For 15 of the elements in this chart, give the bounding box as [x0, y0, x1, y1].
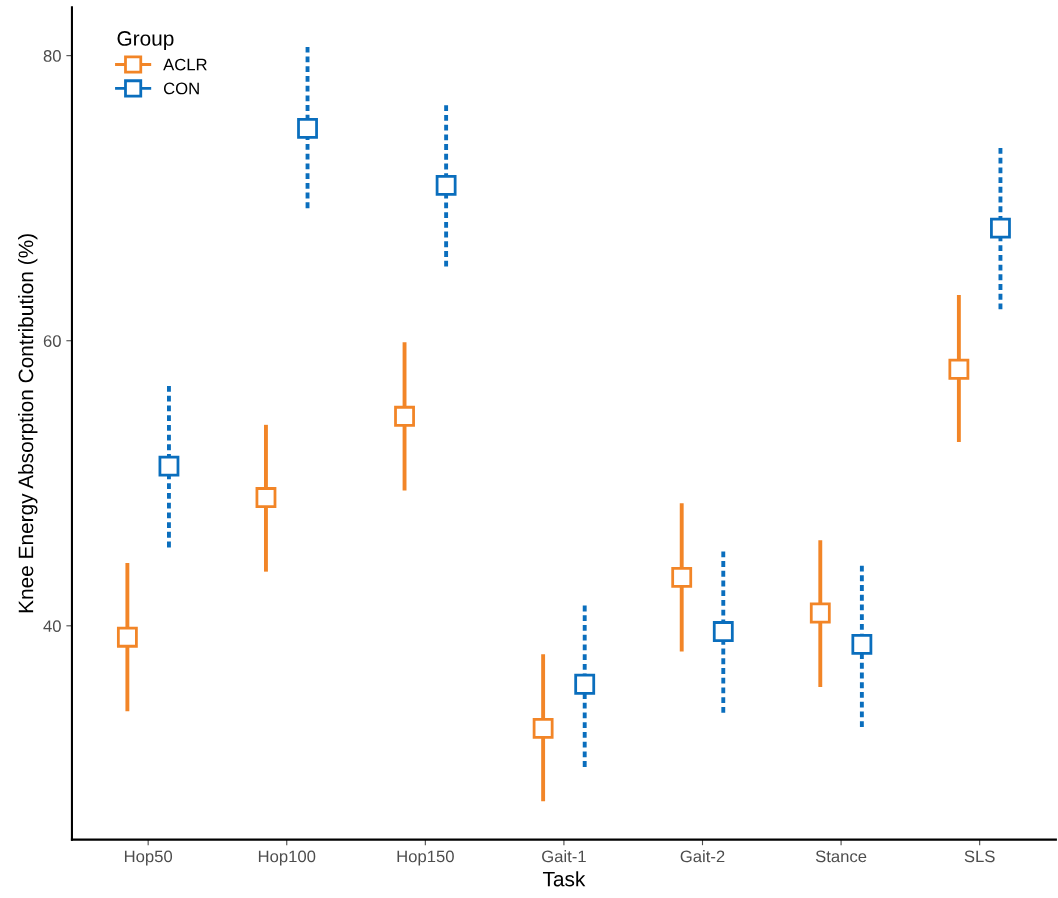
legend-label: ACLR — [163, 58, 207, 71]
x-tick-label: Stance — [815, 850, 867, 863]
y-tick-label: 80 — [43, 50, 61, 62]
x-tick-label: Hop100 — [258, 850, 316, 866]
y-tick-label: 40 — [43, 620, 61, 633]
x-tick-label: SLS — [964, 850, 995, 863]
y-axis-title: Knee Energy Absorption Contribution (%) — [18, 234, 38, 613]
legend-title: Group — [117, 31, 174, 50]
x-tick-label: Gait-2 — [680, 850, 725, 863]
x-axis-title: Task — [542, 871, 586, 887]
x-tick-label: Gait-1 — [542, 850, 586, 863]
x-tick-label: Hop150 — [397, 850, 454, 866]
x-tick-label: Hop50 — [124, 850, 173, 866]
y-tick-label: 60 — [43, 335, 61, 347]
legend-label: CON — [163, 82, 199, 95]
